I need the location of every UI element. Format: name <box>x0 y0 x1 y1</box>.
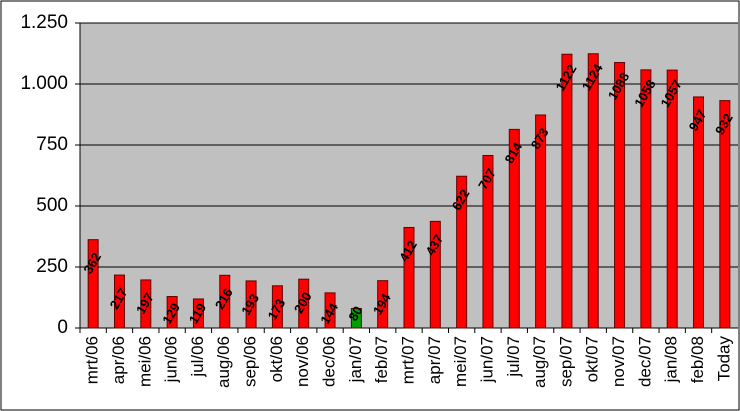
x-tick-label: mei/07 <box>451 336 470 387</box>
x-tick-label: mei/06 <box>135 336 154 387</box>
x-tick-label: nov/06 <box>293 336 312 387</box>
bar <box>271 285 283 329</box>
bar <box>482 154 494 329</box>
bar <box>377 280 389 329</box>
x-tick-label: mrt/06 <box>83 336 102 384</box>
y-tick-label: 0 <box>57 317 68 338</box>
x-tick-label: okt/07 <box>583 336 602 382</box>
y-tick-label: 500 <box>36 195 68 216</box>
x-tick-label: jul/06 <box>188 336 207 378</box>
bar <box>140 279 152 329</box>
x-tick-label: sep/07 <box>556 336 575 387</box>
bar <box>535 114 547 329</box>
x-tick-label: feb/08 <box>688 336 707 383</box>
bar <box>245 280 257 329</box>
bar <box>666 69 678 329</box>
x-tick-label: dec/07 <box>635 336 654 387</box>
bar <box>403 226 415 329</box>
x-tick-label: aug/07 <box>530 336 549 388</box>
x-tick-label: apr/06 <box>109 336 128 384</box>
bar <box>166 296 178 329</box>
bar <box>429 220 441 329</box>
bar <box>640 69 652 329</box>
bar <box>324 292 336 329</box>
bar <box>298 278 310 329</box>
y-tick-label: 750 <box>36 134 68 155</box>
bar <box>456 175 468 329</box>
x-tick-label: jul/07 <box>504 336 523 378</box>
data-label: 80 <box>345 303 365 323</box>
bar <box>719 100 731 329</box>
x-tick-label: Today <box>714 336 733 382</box>
bar <box>219 274 231 329</box>
bar <box>87 239 99 329</box>
bar <box>350 307 362 329</box>
bar <box>508 128 520 329</box>
x-tick-label: dec/06 <box>320 336 339 387</box>
bar <box>587 53 599 329</box>
bar <box>693 96 705 329</box>
x-tick-label: jan/08 <box>662 336 681 383</box>
x-tick-label: jun/06 <box>162 336 181 383</box>
x-tick-label: apr/07 <box>425 336 444 384</box>
x-tick-label: mrt/07 <box>398 336 417 384</box>
x-tick-label: feb/07 <box>372 336 391 383</box>
bar <box>614 62 626 329</box>
bar <box>113 274 125 329</box>
y-tick-label: 250 <box>36 256 68 277</box>
x-tick-label: okt/06 <box>267 336 286 382</box>
y-tick-label: 1.250 <box>20 12 68 33</box>
x-tick-label: sep/06 <box>241 336 260 387</box>
x-tick-label: aug/06 <box>214 336 233 388</box>
bar <box>192 298 204 329</box>
bar <box>561 53 573 329</box>
x-tick-label: jan/07 <box>346 336 365 383</box>
x-tick-label: jun/07 <box>477 336 496 383</box>
y-tick-label: 1.000 <box>20 73 68 94</box>
x-tick-label: nov/07 <box>609 336 628 387</box>
